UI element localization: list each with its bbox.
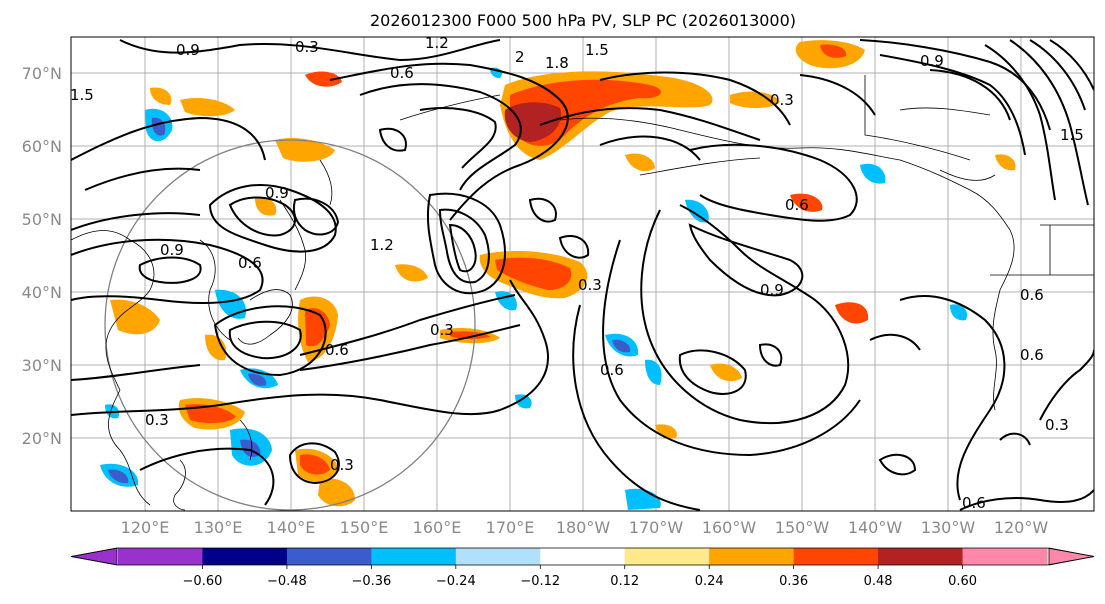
colorbar-bin (286, 548, 372, 565)
contour-label: 0.3 (145, 411, 169, 429)
colorbar-bin (118, 548, 203, 565)
colorbar-tick-label: 0.48 (864, 574, 893, 589)
colorbar-extend-min (70, 547, 118, 566)
lon-label: 120°E (121, 518, 170, 537)
colorbar-bin (371, 548, 457, 565)
lat-label: 50°N (22, 210, 62, 229)
contour-label: 0.6 (1020, 286, 1044, 304)
lon-label: 120°W (994, 518, 1049, 537)
colorbar-bin (455, 548, 541, 565)
colorbar-frame (70, 547, 1095, 566)
map-frame (70, 36, 1095, 512)
colorbar-bin (878, 548, 964, 565)
contour-label: 0.6 (390, 64, 414, 82)
contour-label: 1.8 (545, 54, 569, 72)
contour-label: 0.3 (330, 456, 354, 474)
lon-label: 130°E (194, 518, 243, 537)
graticule (71, 37, 1094, 511)
colorbar-bin (624, 548, 710, 565)
contour-labels: 0.3 0.6 0.9 1.2 1.5 1.8 2 0.9 0.6 0.3 0.… (70, 34, 1084, 512)
colorbar: −0.60 −0.48 −0.36 −0.24 −0.12 0.12 0.24 0.36 0.4… (70, 547, 1095, 589)
colorbar-bin (202, 548, 288, 565)
contour-label: 1.5 (70, 86, 94, 104)
lat-label: 30°N (22, 356, 62, 375)
colorbar-tick-label: 0.36 (779, 574, 808, 589)
lat-label: 70°N (22, 64, 62, 83)
colorbar-tick-label: −0.12 (520, 574, 560, 589)
contour-label: 0.9 (160, 241, 184, 259)
contour-label: 0.6 (325, 341, 349, 359)
colorbar-bin (962, 548, 1048, 565)
colorbar-tick-label: −0.60 (183, 574, 223, 589)
lon-label: 160°W (702, 518, 757, 537)
lon-label: 150°W (775, 518, 830, 537)
contour-label: 0.3 (1045, 416, 1069, 434)
colorbar-tick-label: −0.36 (351, 574, 391, 589)
colorbar-extend-max (1048, 547, 1095, 566)
contour-label: 1.5 (585, 41, 609, 59)
lon-label: 170°W (629, 518, 684, 537)
contour-label: 0.6 (600, 361, 624, 379)
contour-label: 0.3 (578, 276, 602, 294)
contour-label: 0.6 (785, 196, 809, 214)
contour-label: 0.6 (1020, 346, 1044, 364)
contour-label: 0.3 (430, 321, 454, 339)
colorbar-bin (793, 548, 879, 565)
contour-label: 0.9 (176, 41, 200, 59)
colorbar-tick-label: 0.60 (948, 574, 977, 589)
figure-title: 2026012300 F000 500 hPa PV, SLP PC (2026… (370, 11, 796, 30)
lon-label: 140°E (267, 518, 316, 537)
contour-label: 0.6 (238, 254, 262, 272)
lat-label: 60°N (22, 137, 62, 156)
lon-label: 170°E (486, 518, 535, 537)
colorbar-tick-label: −0.48 (267, 574, 307, 589)
coastlines (71, 75, 1094, 511)
lon-label: 130°W (921, 518, 976, 537)
colorbar-bin (540, 548, 626, 565)
map-panel: 0.3 0.6 0.9 1.2 1.5 1.8 2 0.9 0.6 0.3 0.… (70, 34, 1095, 512)
slp-contours (71, 39, 1094, 511)
lat-label: 40°N (22, 283, 62, 302)
lat-label: 20°N (22, 429, 62, 448)
colorbar-tick-label: 0.24 (695, 574, 724, 589)
lon-label: 150°E (340, 518, 389, 537)
contour-label: 0.9 (265, 184, 289, 202)
contour-label: 2 (515, 48, 525, 66)
contour-label: 1.5 (1060, 126, 1084, 144)
lon-labels: 120°E 130°E 140°E 150°E 160°E 170°E 180°… (121, 518, 1049, 537)
contour-label: 0.3 (770, 91, 794, 109)
contour-label: 0.3 (295, 38, 319, 56)
lon-label: 180°W (556, 518, 611, 537)
colorbar-tick-label: −0.24 (436, 574, 476, 589)
lat-labels: 70°N 60°N 50°N 40°N 30°N 20°N (22, 64, 62, 448)
lon-label: 140°W (848, 518, 903, 537)
range-ring (104, 139, 476, 511)
colorbar-bin (709, 548, 795, 565)
contour-label: 0.9 (920, 52, 944, 70)
contour-label: 0.6 (962, 494, 986, 512)
contour-label: 0.9 (760, 281, 784, 299)
contour-label: 1.2 (425, 34, 449, 52)
colorbar-tick-label: 0.12 (610, 574, 639, 589)
contour-label: 1.2 (370, 236, 394, 254)
lon-label: 160°E (413, 518, 462, 537)
